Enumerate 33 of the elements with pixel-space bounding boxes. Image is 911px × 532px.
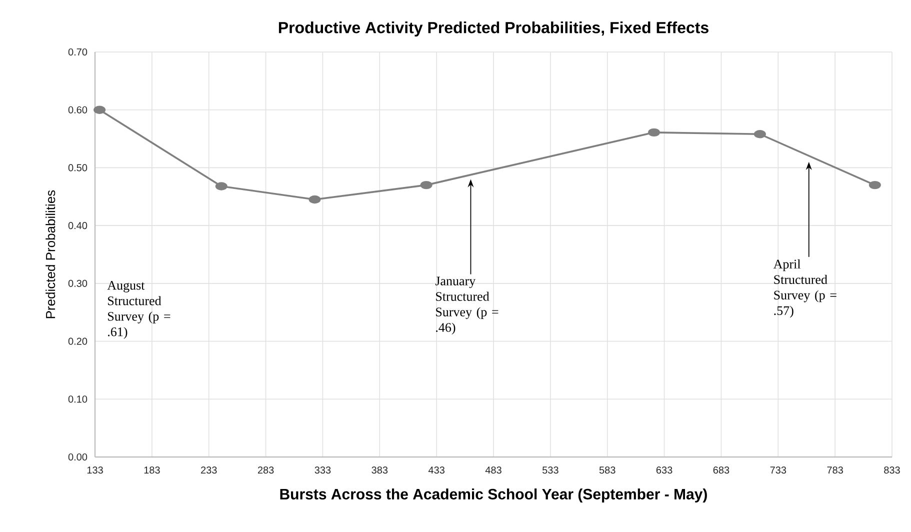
x-tick-label: 733: [770, 466, 786, 474]
annotation: January Structured Survey (p = .46): [435, 276, 498, 334]
x-axis-title: Bursts Across the Academic School Year (September - May): [280, 488, 707, 502]
y-tick-label: 0.30: [68, 280, 88, 287]
x-tick-label: 283: [258, 466, 274, 474]
x-tick-label: 233: [201, 466, 217, 474]
x-tick-label: 633: [656, 466, 672, 474]
x-tick-label: 333: [314, 466, 331, 474]
x-tick-label: 583: [599, 466, 616, 474]
x-tick-label: 183: [144, 466, 160, 474]
chart-title: Productive Activity Predicted Probabilities, Fixed Effects: [278, 22, 708, 36]
point: [868, 180, 881, 190]
y-tick-label: 0.70: [68, 48, 88, 56]
x-tick-label: 383: [372, 466, 388, 474]
point: [420, 180, 432, 190]
x-tick-label: 783: [827, 466, 843, 474]
x-tick-label: 133: [87, 466, 103, 474]
y-tick-label: 0.00: [68, 453, 88, 461]
point: [308, 195, 321, 204]
y-tick-label: 0.10: [68, 396, 88, 403]
y-tick-label: 0.40: [68, 222, 88, 230]
y-tick-label: 0.60: [68, 106, 88, 114]
y-axis-title: Predicted Probabilities: [46, 190, 56, 318]
y-tick-label: 0.50: [68, 164, 88, 172]
x-tick-label: 683: [713, 466, 730, 474]
x-tick-label: 533: [542, 466, 558, 474]
x-tick-label: 483: [485, 466, 502, 474]
x-tick-label: 433: [428, 466, 444, 474]
x-tick-label: 833: [884, 466, 900, 474]
annotation: August Structured Survey (p = .61): [107, 281, 170, 339]
y-tick-label: 0.20: [68, 338, 88, 345]
annotation: April Structured Survey (p = .57): [773, 259, 836, 318]
point: [648, 128, 660, 137]
